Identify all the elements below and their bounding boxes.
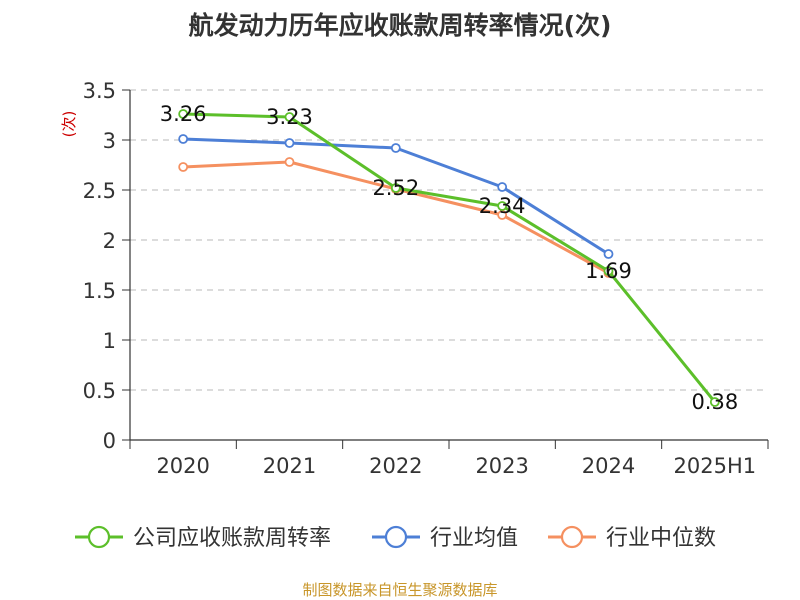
data-point — [497, 201, 508, 211]
data-labels: 3.26 3.23 2.52 2.34 1.69 0.38 — [160, 102, 738, 414]
data-point — [709, 397, 720, 407]
data-point — [603, 249, 614, 259]
legend-item[interactable]: 行业中位数 — [548, 525, 716, 551]
y-tick-label: 2.5 — [83, 179, 116, 203]
x-tick-label: 2025H1 — [674, 454, 757, 478]
legend-label: 行业中位数 — [606, 526, 716, 551]
data-point — [178, 162, 189, 172]
y-tick-label: 2 — [103, 229, 116, 253]
series-lines — [178, 109, 720, 407]
legend-marker — [384, 525, 408, 549]
data-point — [497, 182, 508, 192]
y-tick-label: 0 — [103, 429, 116, 453]
y-tick-label: 3.5 — [83, 79, 116, 103]
legend-marker — [87, 525, 111, 549]
x-tick-label: 2024 — [582, 454, 635, 478]
legend-marker — [560, 525, 584, 549]
y-tick-label: 0.5 — [83, 379, 116, 403]
x-tick-label: 2021 — [263, 454, 316, 478]
data-point — [178, 134, 189, 144]
y-tick-label: 3 — [103, 129, 116, 153]
data-point — [284, 112, 295, 122]
data-point — [390, 183, 401, 193]
y-tick-label: 1.5 — [83, 279, 116, 303]
x-tick-label: 2023 — [475, 454, 528, 478]
source-note: 制图数据来自恒生聚源数据库 — [302, 581, 497, 599]
data-point — [497, 210, 508, 220]
data-label: 0.38 — [691, 390, 738, 414]
axes — [122, 89, 769, 449]
legend-label: 行业均值 — [430, 526, 518, 551]
x-tick-labels: 2020 2021 2022 2023 2024 2025H1 — [156, 454, 756, 478]
data-point — [284, 157, 295, 167]
x-tick-label: 2022 — [369, 454, 422, 478]
grid-lines — [130, 89, 768, 391]
data-point — [390, 143, 401, 153]
chart-title: 航发动力历年应收账款周转率情况(次) — [189, 11, 612, 40]
y-tick-labels: 0 0.5 1 1.5 2 2.5 3 3.5 — [83, 79, 116, 453]
data-label: 1.69 — [585, 259, 632, 283]
data-point — [284, 138, 295, 148]
x-tick-label: 2020 — [156, 454, 209, 478]
data-label: 3.26 — [160, 102, 207, 126]
y-axis-label: (次) — [60, 111, 78, 138]
data-point — [178, 109, 189, 119]
data-label: 2.52 — [372, 176, 419, 200]
y-tick-label: 1 — [103, 329, 116, 353]
data-point — [603, 266, 614, 276]
data-label: 2.34 — [479, 194, 526, 218]
series-line — [183, 112, 716, 403]
legend-label: 公司应收账款周转率 — [133, 526, 331, 551]
data-label: 3.23 — [266, 105, 313, 129]
legend-item[interactable]: 行业均值 — [372, 525, 518, 551]
legend-item[interactable]: 公司应收账款周转率 — [75, 525, 331, 551]
legend[interactable]: 公司应收账款周转率 行业均值 行业中位数 — [75, 525, 716, 551]
